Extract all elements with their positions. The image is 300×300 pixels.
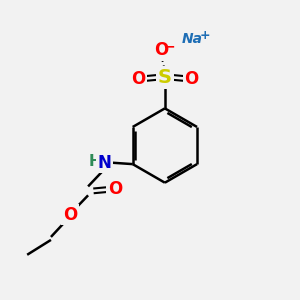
Text: O: O [184,70,199,88]
Text: −: − [164,39,176,53]
Text: O: O [154,41,168,59]
Text: S: S [158,68,172,87]
Text: O: O [63,206,77,224]
Text: Na: Na [182,32,203,46]
Text: O: O [108,180,122,198]
Text: N: N [98,154,111,172]
Text: H: H [88,154,101,169]
Text: +: + [200,29,210,42]
Text: O: O [131,70,145,88]
